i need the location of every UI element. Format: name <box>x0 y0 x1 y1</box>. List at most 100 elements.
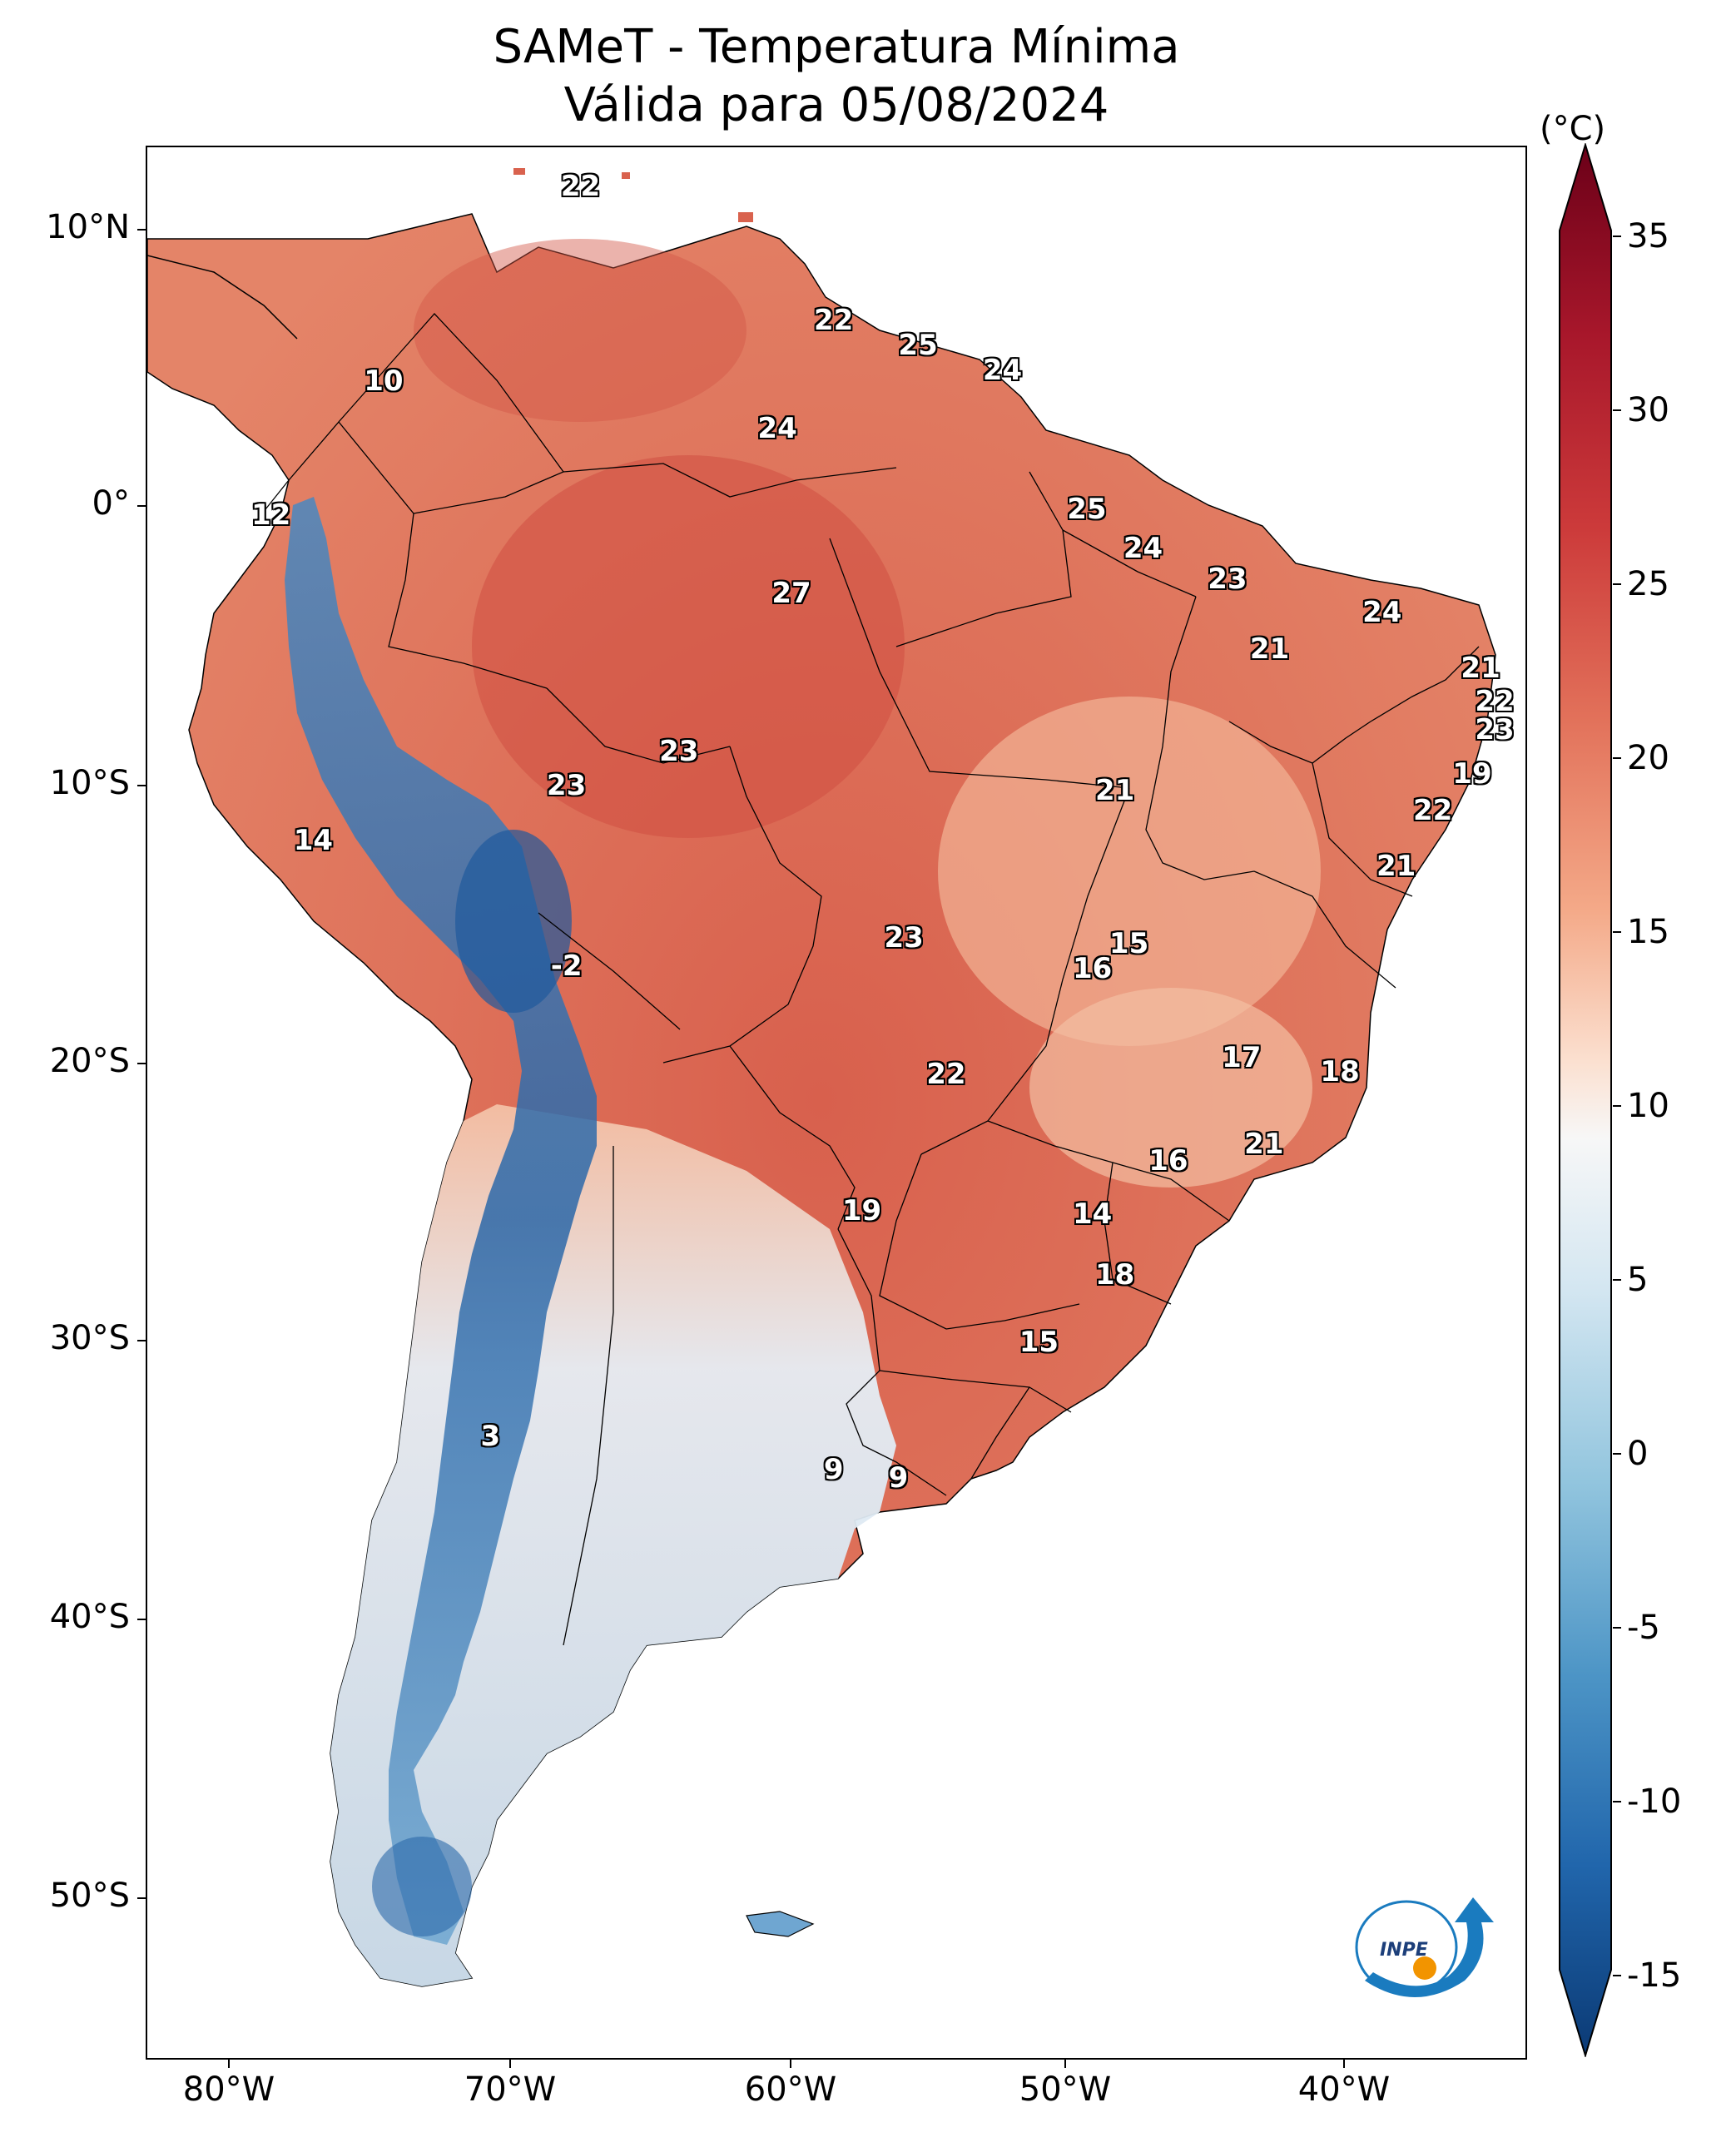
lon-label-70w: 70°W <box>464 2070 557 2109</box>
lat-label-10n: 10°N <box>46 208 130 246</box>
map-title: SAMeT - Temperatura Mínima Válida para 0… <box>146 18 1527 135</box>
lat-tick <box>137 505 146 507</box>
coastline <box>147 255 298 340</box>
station-value: 18 <box>1320 1055 1360 1089</box>
country-borders <box>255 313 1480 1646</box>
lon-tick <box>1064 2060 1066 2068</box>
colorbar-tick <box>1613 409 1621 411</box>
temperature-map <box>147 168 1496 1987</box>
colorbar-tick <box>1613 1975 1621 1976</box>
map-frame <box>146 146 1527 2060</box>
station-value: 23 <box>659 735 699 769</box>
lon-tick <box>509 2060 511 2068</box>
colorbar-label: 25 <box>1627 565 1669 603</box>
lon-label-60w: 60°W <box>744 2070 837 2109</box>
station-value: 22 <box>814 303 854 337</box>
lon-label-50w: 50°W <box>1019 2070 1112 2109</box>
station-value: 21 <box>1249 632 1290 666</box>
station-value: 21 <box>1095 774 1135 808</box>
lon-tick <box>790 2060 791 2068</box>
island-speck <box>738 212 753 222</box>
colorbar-label: 35 <box>1627 217 1669 255</box>
colorbar-tick <box>1613 1453 1621 1455</box>
station-value: 23 <box>884 921 924 955</box>
lat-label-50s: 50°S <box>49 1877 130 1915</box>
station-value: 21 <box>1244 1128 1284 1161</box>
station-value: 9 <box>823 1453 844 1487</box>
station-value: 19 <box>841 1194 882 1228</box>
station-value: 9 <box>888 1461 909 1495</box>
colorbar <box>1559 143 1612 2057</box>
lat-label-0: 0° <box>92 484 130 523</box>
colorbar-label: -15 <box>1627 1956 1682 1995</box>
colorbar-tick <box>1613 757 1621 759</box>
station-value: 10 <box>364 364 404 399</box>
station-value: 24 <box>757 412 797 446</box>
amazon-warm-zone <box>472 455 905 838</box>
station-value: 23 <box>1475 712 1515 746</box>
southeast-brazil-zone <box>1029 988 1312 1188</box>
north-warm-zone <box>414 239 746 422</box>
station-value: 21 <box>1376 849 1416 883</box>
lat-tick <box>137 1897 146 1899</box>
lat-label-20s: 20°S <box>49 1042 130 1080</box>
lat-label-10s: 10°S <box>49 764 130 802</box>
colorbar-label: -5 <box>1627 1609 1660 1647</box>
patagonia-cold-zone <box>372 1837 472 1936</box>
lon-label-40w: 40°W <box>1297 2070 1391 2109</box>
lat-tick <box>137 1619 146 1620</box>
station-value: 3 <box>480 1420 501 1454</box>
colorbar-label: 15 <box>1627 913 1669 951</box>
lon-tick <box>228 2060 230 2068</box>
colorbar-tick <box>1613 1279 1621 1281</box>
station-value: 22 <box>926 1058 966 1092</box>
station-value: 17 <box>1222 1041 1262 1075</box>
central-brazil-zone <box>938 697 1321 1046</box>
lat-label-30s: 30°S <box>49 1319 130 1357</box>
colorbar-tick <box>1613 931 1621 933</box>
station-value: 19 <box>1452 757 1492 791</box>
colorbar-label: -10 <box>1627 1783 1682 1821</box>
inpe-logo: INPE <box>1355 1897 1494 1997</box>
station-value: 23 <box>1208 562 1247 596</box>
station-value: 22 <box>1475 685 1515 719</box>
title-line-1: SAMeT - Temperatura Mínima <box>493 20 1180 74</box>
inpe-logo-text: INPE <box>1380 1940 1428 1961</box>
station-value: 12 <box>251 498 291 533</box>
station-value: 14 <box>293 824 334 858</box>
altiplano-cold-zone <box>455 830 572 1013</box>
station-value: 24 <box>1362 596 1402 630</box>
lat-label-40s: 40°S <box>49 1598 130 1636</box>
station-value: 21 <box>1461 652 1500 685</box>
station-value: 16 <box>1072 952 1113 986</box>
station-value: 23 <box>546 768 587 802</box>
island-speck <box>513 168 525 175</box>
colorbar-tick <box>1613 1105 1621 1107</box>
colorbar-tick <box>1613 1627 1621 1629</box>
colorbar-label: 0 <box>1627 1435 1649 1473</box>
station-value: -2 <box>550 949 583 983</box>
station-value: 22 <box>560 170 601 204</box>
lat-tick <box>137 1340 146 1341</box>
station-value: 22 <box>1412 793 1453 827</box>
station-value: 25 <box>1067 493 1107 527</box>
colorbar-label: 30 <box>1627 391 1669 429</box>
colorbar-label: 5 <box>1627 1261 1649 1299</box>
colorbar-unit: (°C) <box>1540 110 1606 148</box>
station-value: 24 <box>1123 532 1163 566</box>
falkland-islands <box>746 1911 815 1937</box>
station-value: 24 <box>982 354 1023 388</box>
station-value: 15 <box>1109 927 1149 961</box>
title-line-2: Válida para 05/08/2024 <box>563 78 1109 132</box>
station-value: 18 <box>1095 1258 1135 1292</box>
colorbar-label: 20 <box>1627 739 1669 777</box>
station-value: 16 <box>1148 1144 1188 1178</box>
colorbar-tick <box>1613 1801 1621 1802</box>
station-value: 25 <box>898 328 938 362</box>
station-value: 27 <box>771 576 811 610</box>
lon-tick <box>1343 2060 1345 2068</box>
lat-tick <box>137 229 146 231</box>
lat-tick <box>137 785 146 786</box>
lon-label-80w: 80°W <box>182 2070 275 2109</box>
colorbar-tick <box>1613 583 1621 585</box>
